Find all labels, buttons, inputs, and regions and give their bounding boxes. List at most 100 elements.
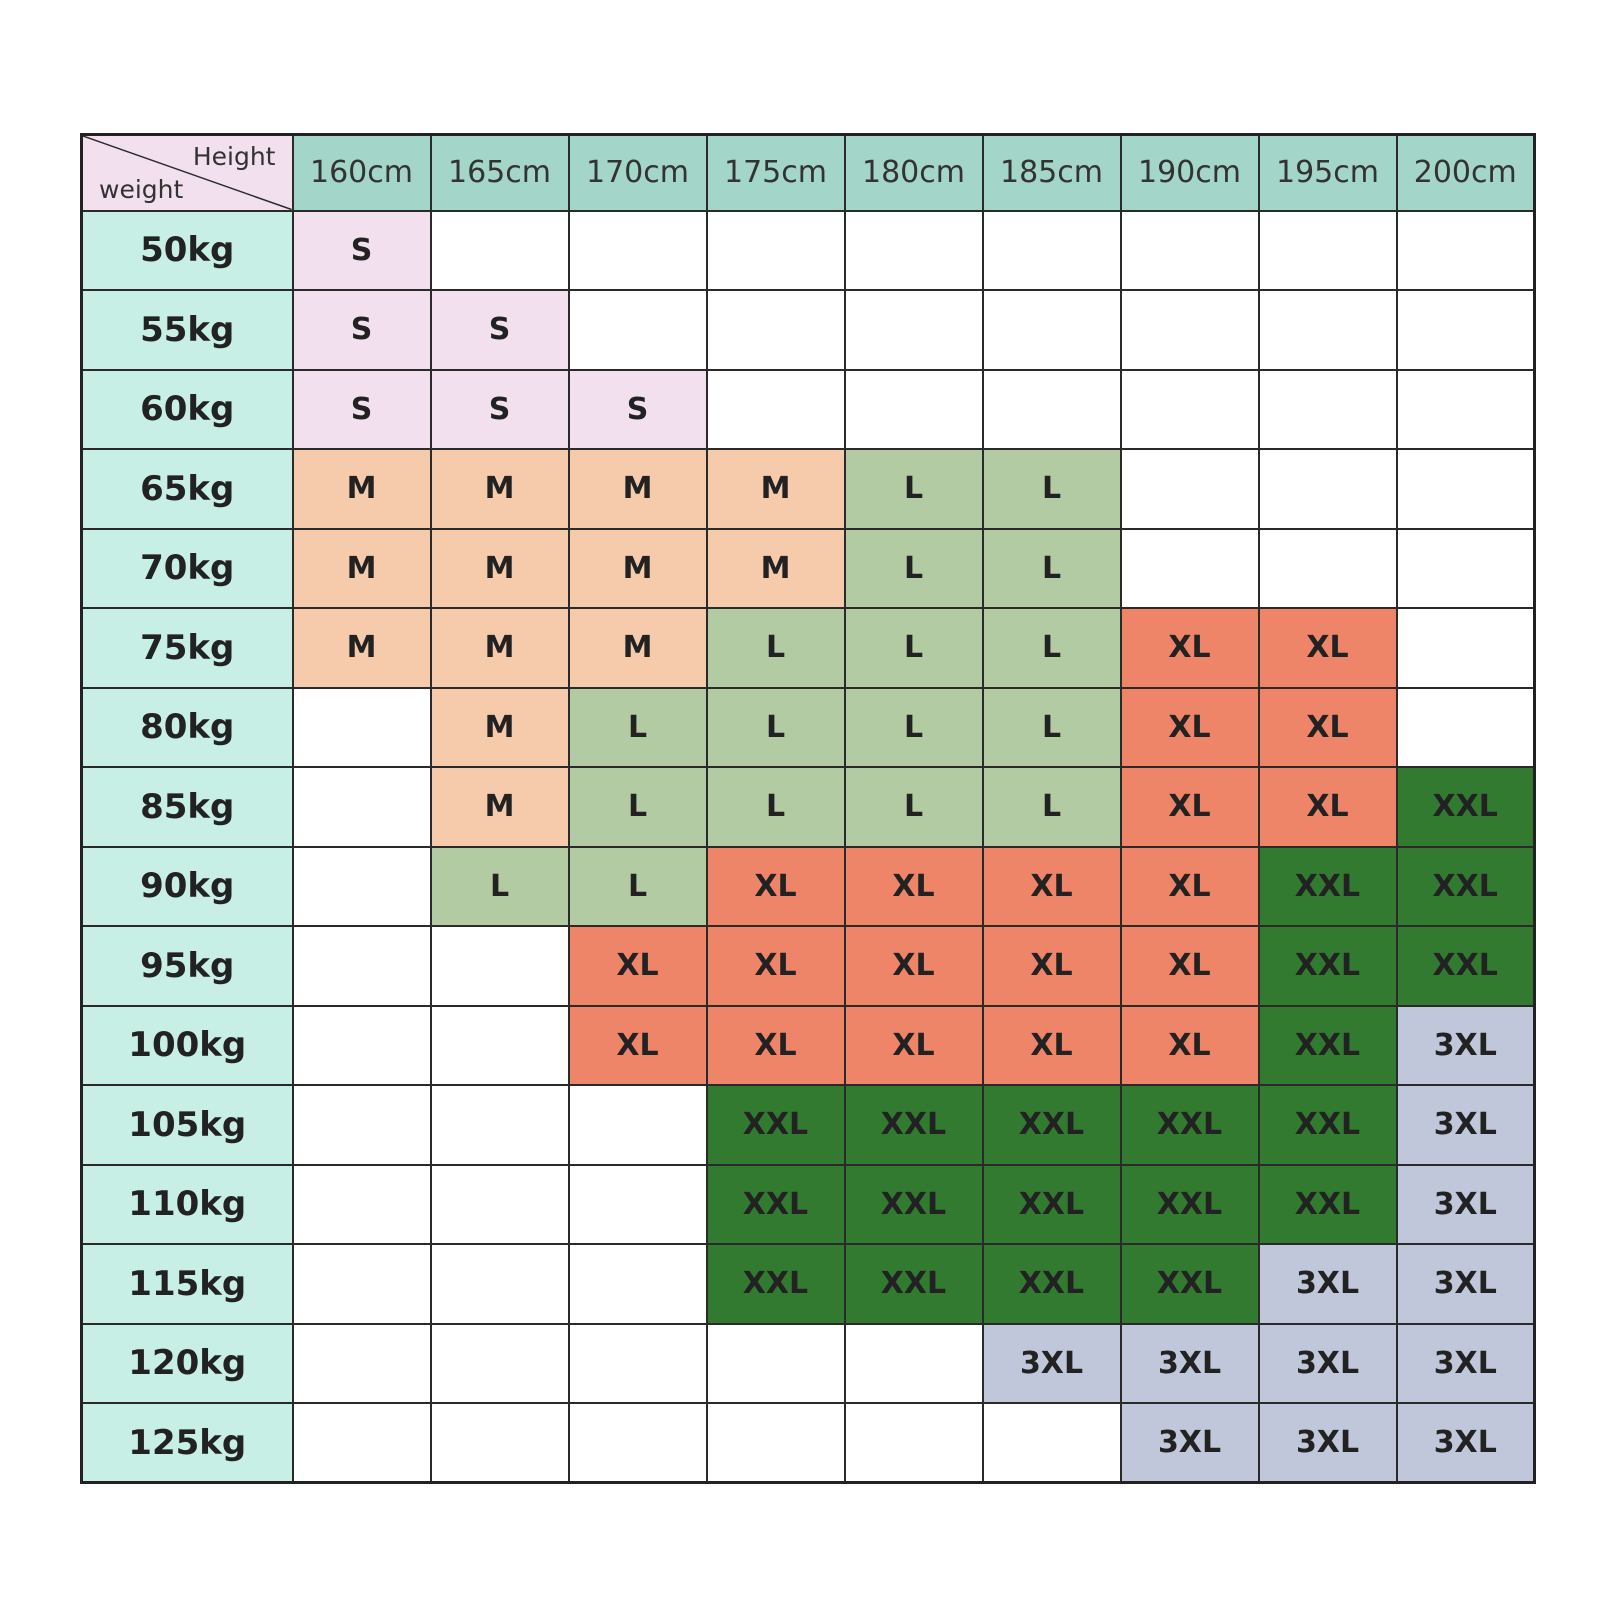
- empty-cell: [705, 1402, 846, 1484]
- table-row: 120kg 3XL 3XL 3XL 3XL: [80, 1322, 1536, 1404]
- size-cell: M: [291, 448, 432, 530]
- empty-cell: [567, 1084, 708, 1166]
- empty-cell: [1395, 448, 1536, 530]
- size-cell: XL: [567, 925, 708, 1007]
- size-cell: M: [567, 527, 708, 609]
- empty-cell: [291, 845, 432, 927]
- size-cell: S: [429, 368, 570, 450]
- height-header-row: Height weight 160cm 165cm 170cm 175cm 180cm 1…: [80, 133, 1536, 212]
- empty-cell: [1257, 209, 1398, 291]
- size-cell: S: [291, 368, 432, 450]
- weight-row-header: 55kg: [80, 289, 294, 371]
- table-row: 80kg M L L L L XL XL: [80, 686, 1536, 768]
- empty-cell: [429, 1004, 570, 1086]
- size-cell: XL: [1119, 766, 1260, 848]
- size-cell: XL: [981, 925, 1122, 1007]
- empty-cell: [981, 368, 1122, 450]
- size-cell: 3XL: [1257, 1402, 1398, 1484]
- empty-cell: [429, 1243, 570, 1325]
- size-cell: 3XL: [1395, 1402, 1536, 1484]
- size-cell: 3XL: [1395, 1243, 1536, 1325]
- size-cell: M: [567, 448, 708, 530]
- size-cell: XL: [981, 845, 1122, 927]
- size-cell: 3XL: [1395, 1163, 1536, 1245]
- size-cell: XL: [843, 845, 984, 927]
- empty-cell: [1119, 527, 1260, 609]
- size-cell: M: [429, 686, 570, 768]
- size-cell: XXL: [1119, 1243, 1260, 1325]
- size-cell: L: [843, 686, 984, 768]
- size-cell: XL: [1257, 766, 1398, 848]
- table-row: 125kg 3XL 3XL 3XL: [80, 1402, 1536, 1484]
- empty-cell: [843, 209, 984, 291]
- empty-cell: [981, 289, 1122, 371]
- size-cell: XXL: [981, 1084, 1122, 1166]
- empty-cell: [843, 368, 984, 450]
- size-cell: XXL: [705, 1243, 846, 1325]
- weight-row-header: 90kg: [80, 845, 294, 927]
- weight-row-header: 100kg: [80, 1004, 294, 1086]
- empty-cell: [843, 1322, 984, 1404]
- size-cell: M: [429, 527, 570, 609]
- size-cell: XL: [567, 1004, 708, 1086]
- empty-cell: [1395, 686, 1536, 768]
- empty-cell: [981, 209, 1122, 291]
- size-cell: S: [291, 209, 432, 291]
- empty-cell: [567, 1322, 708, 1404]
- table-row: 105kg XXL XXL XXL XXL XXL 3XL: [80, 1084, 1536, 1166]
- empty-cell: [567, 209, 708, 291]
- height-column-header: 185cm: [981, 133, 1122, 212]
- height-column-header: 170cm: [567, 133, 708, 212]
- size-chart-table: Height weight 160cm 165cm 170cm 175cm 180cm 1…: [80, 133, 1536, 1484]
- empty-cell: [291, 925, 432, 1007]
- size-cell: L: [981, 448, 1122, 530]
- size-cell: XXL: [1257, 1084, 1398, 1166]
- empty-cell: [291, 1004, 432, 1086]
- size-cell: XL: [1119, 845, 1260, 927]
- empty-cell: [1395, 209, 1536, 291]
- weight-row-header: 50kg: [80, 209, 294, 291]
- size-cell: XXL: [1395, 766, 1536, 848]
- empty-cell: [429, 925, 570, 1007]
- size-cell: XL: [1119, 686, 1260, 768]
- size-cell: L: [981, 686, 1122, 768]
- empty-cell: [705, 1322, 846, 1404]
- size-cell: XXL: [1395, 925, 1536, 1007]
- size-cell: L: [843, 448, 984, 530]
- weight-row-header: 65kg: [80, 448, 294, 530]
- size-cell: XL: [1119, 925, 1260, 1007]
- size-cell: 3XL: [1119, 1402, 1260, 1484]
- table-row: 110kg XXL XXL XXL XXL XXL 3XL: [80, 1163, 1536, 1245]
- empty-cell: [291, 1322, 432, 1404]
- empty-cell: [705, 209, 846, 291]
- size-cell: XL: [1257, 607, 1398, 689]
- size-cell: XXL: [1119, 1163, 1260, 1245]
- empty-cell: [429, 209, 570, 291]
- weight-row-header: 125kg: [80, 1402, 294, 1484]
- weight-row-header: 110kg: [80, 1163, 294, 1245]
- empty-cell: [291, 1163, 432, 1245]
- size-cell: XL: [843, 925, 984, 1007]
- empty-cell: [843, 289, 984, 371]
- empty-cell: [705, 368, 846, 450]
- size-cell: XXL: [981, 1243, 1122, 1325]
- empty-cell: [1257, 448, 1398, 530]
- size-cell: 3XL: [1395, 1322, 1536, 1404]
- size-cell: 3XL: [981, 1322, 1122, 1404]
- size-cell: L: [567, 766, 708, 848]
- height-column-header: 165cm: [429, 133, 570, 212]
- size-cell: 3XL: [1257, 1243, 1398, 1325]
- empty-cell: [1119, 289, 1260, 371]
- size-cell: 3XL: [1395, 1084, 1536, 1166]
- empty-cell: [291, 686, 432, 768]
- empty-cell: [843, 1402, 984, 1484]
- table-row: 95kg XL XL XL XL XL XXL XXL: [80, 925, 1536, 1007]
- weight-row-header: 60kg: [80, 368, 294, 450]
- height-column-header: 195cm: [1257, 133, 1398, 212]
- empty-cell: [429, 1084, 570, 1166]
- weight-row-header: 75kg: [80, 607, 294, 689]
- size-cell: L: [705, 607, 846, 689]
- size-cell: L: [705, 686, 846, 768]
- table-row: 115kg XXL XXL XXL XXL 3XL 3XL: [80, 1243, 1536, 1325]
- empty-cell: [1257, 527, 1398, 609]
